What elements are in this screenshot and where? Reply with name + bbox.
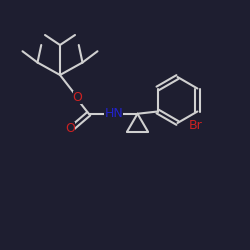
Text: O: O bbox=[72, 91, 83, 104]
Text: Br: Br bbox=[189, 119, 202, 132]
Text: HN: HN bbox=[104, 107, 123, 120]
Text: O: O bbox=[65, 122, 75, 135]
